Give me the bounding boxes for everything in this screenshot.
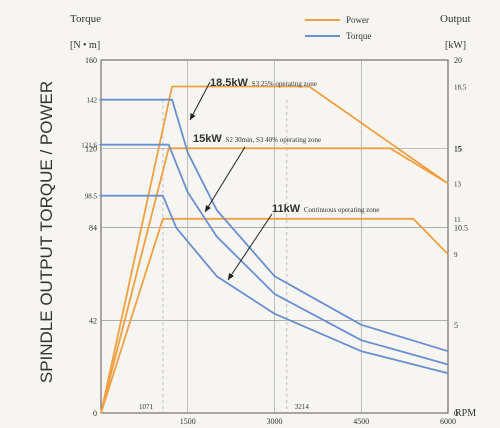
right-marker-label: 9 <box>454 251 458 259</box>
annotation-18-5kw-text: S3 25% operating zone <box>252 80 317 88</box>
annotation-11kw-bold: 11kW <box>272 203 301 215</box>
x-marker-label: 1071 <box>139 403 154 411</box>
x-tick-label: 1500 <box>180 417 196 426</box>
annotation-18-5kw-arrowhead <box>190 113 196 120</box>
left-tick-label: 120 <box>85 144 97 153</box>
series-line-torque-11kw <box>101 194 449 375</box>
svg-text:15kW S2 30min, S3 40: 15kW S2 30min, S3 40% operating zone <box>193 133 321 145</box>
series-line-power-11kw <box>100 217 449 414</box>
annotation-11kw-arrowhead <box>228 273 234 280</box>
legend-power-label: Power <box>346 15 369 25</box>
left-tick-label: 84 <box>89 224 97 233</box>
annotation-11kw-arrow <box>227 213 273 281</box>
left-axis-label: Torque <box>70 13 101 25</box>
series-line-torque-15kw <box>101 143 449 366</box>
left-tick-label: 42 <box>89 316 97 325</box>
vertical-axis-title: SPINDLE OUTPUT TORQUE / POWER <box>37 81 56 383</box>
annotations: 18.5kW S3 25% operating zone 15kW S2 30m… <box>189 77 379 281</box>
annotation-15kw: 15kW S2 30min, S3 40% operating zone <box>193 133 321 213</box>
annotation-15kw-arrow <box>204 146 246 213</box>
left-tick-label: 0 <box>93 409 97 418</box>
legend: Power Torque <box>305 15 371 41</box>
annotation-18-5kw-bold: 18.5kW <box>210 77 249 89</box>
left-tick-label: 160 <box>85 56 97 65</box>
annotation-15kw-arrowhead <box>205 205 211 212</box>
x-tick-label: 6000 <box>440 417 456 426</box>
annotation-18-5kw-arrow <box>189 81 211 121</box>
left-marker-label: 98.5 <box>85 193 98 201</box>
series-line-power-18-5kw <box>100 85 449 414</box>
annotation-11kw-text: Continuous operating zone <box>304 206 379 214</box>
right-tick-label: 10.5 <box>454 224 468 233</box>
annotation-11kw: 11kW Continuous operating zone <box>227 203 379 281</box>
right-tick-label: 5 <box>454 321 458 330</box>
left-marker-label: 121.6 <box>81 142 97 150</box>
right-tick-label: 0 <box>454 409 458 418</box>
right-marker-label: 13 <box>454 181 462 189</box>
x-tick-label: 4500 <box>353 417 369 426</box>
svg-text:18.5kW S3 25% operat: 18.5kW S3 25% operating zone <box>210 77 317 89</box>
svg-text:11kW Continuous oper: 11kW Continuous operating zone <box>272 203 379 215</box>
legend-torque-label: Torque <box>346 31 371 41</box>
right-tick-label: 20 <box>454 56 462 65</box>
right-axis-label: Output <box>440 13 471 25</box>
right-marker-label: 15 <box>454 145 462 153</box>
left-axis-unit: [N • m] <box>70 40 100 51</box>
annotation-15kw-text: S2 30min, S3 40% operating zone <box>226 136 322 144</box>
annotation-18-5kw: 18.5kW S3 25% operating zone <box>189 77 317 121</box>
x-tick-label: 3000 <box>267 417 283 426</box>
right-marker-label: 11 <box>454 216 461 224</box>
annotation-15kw-bold: 15kW <box>193 133 222 145</box>
series-line-torque-18-5kw <box>101 98 449 353</box>
series-line-power-15kw <box>100 147 449 414</box>
axes-layer: 160 120 84 42 0 20 15 10.5 5 0 1500 3000 4500 6000 107… <box>81 56 468 426</box>
x-marker-label: 3214 <box>295 403 310 411</box>
right-tick-label: 15 <box>454 144 462 153</box>
series-layer <box>100 85 449 414</box>
right-axis-unit: [kW] <box>445 40 466 51</box>
right-marker-label: 18.5 <box>454 83 467 91</box>
x-axis-label: RPM <box>455 408 476 419</box>
left-marker-label: 142 <box>87 97 98 105</box>
